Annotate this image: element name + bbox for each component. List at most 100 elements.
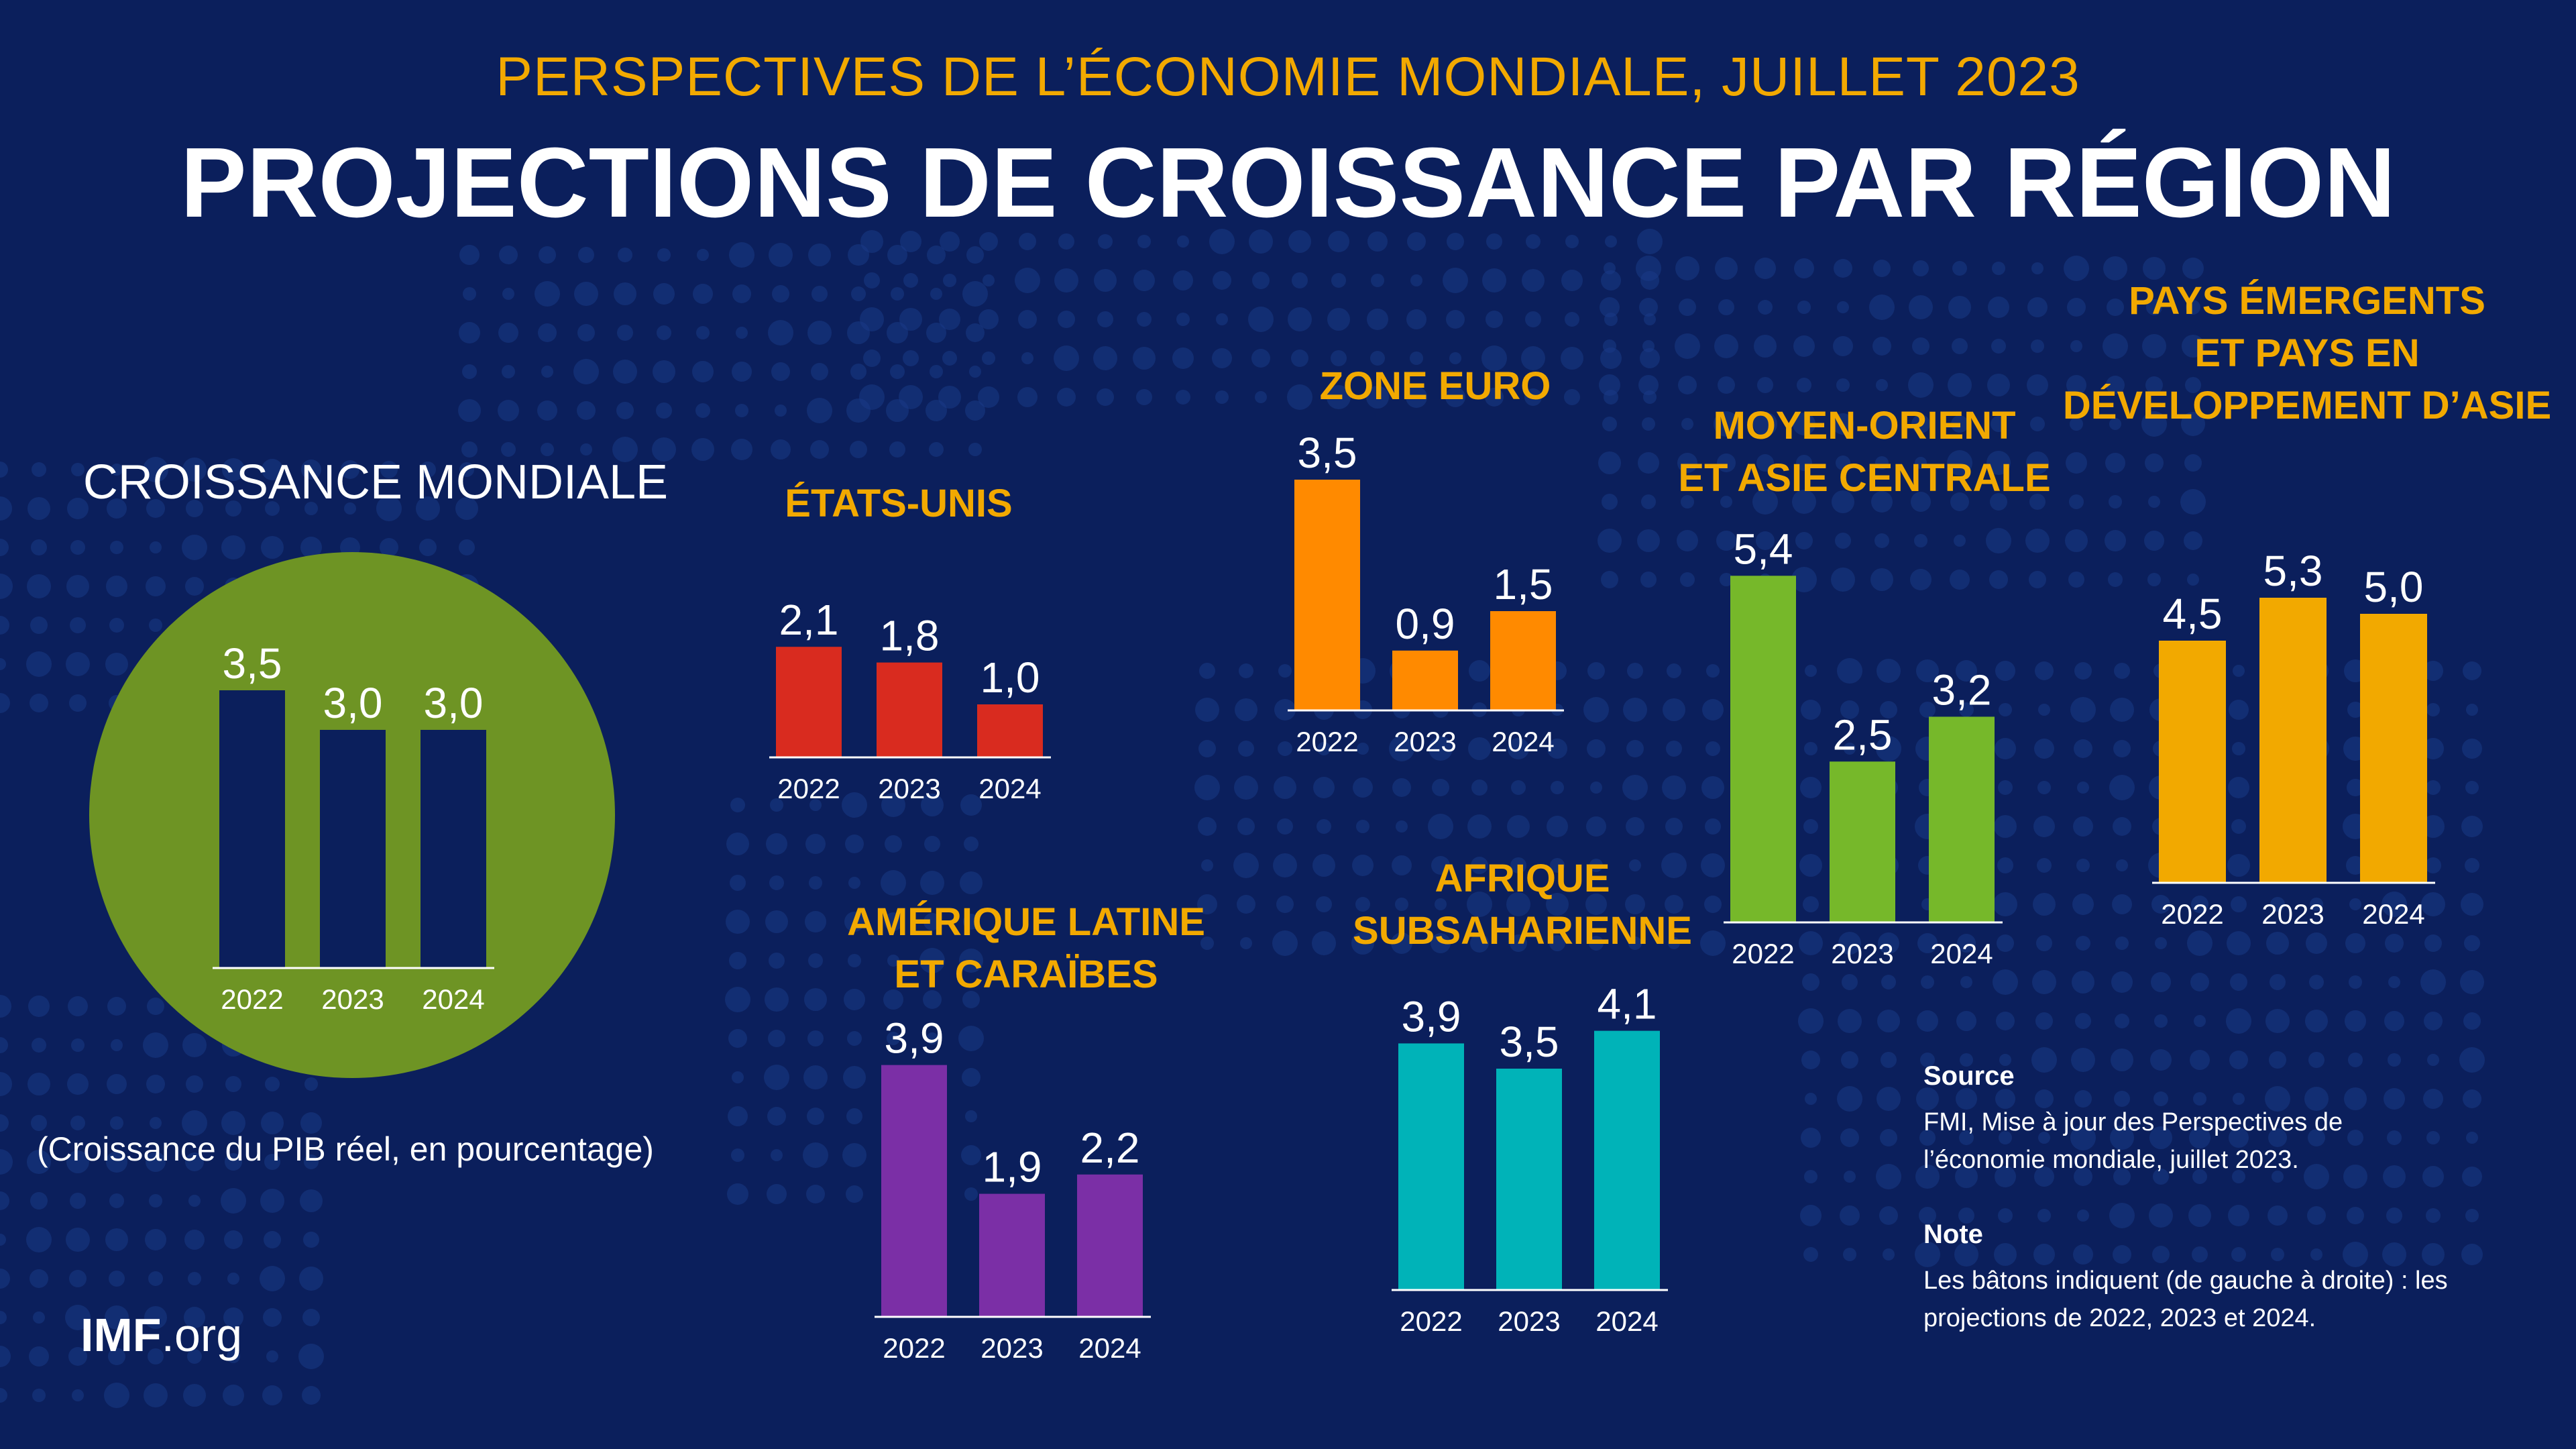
- bg-dot: [2192, 1246, 2208, 1263]
- bg-dot: [887, 1032, 900, 1045]
- bg-dot: [1278, 664, 1292, 678]
- bg-dot: [1238, 741, 1254, 757]
- bg-dot: [731, 1148, 744, 1162]
- bg-dot: [2070, 417, 2083, 431]
- bg-dot: [1589, 859, 1603, 872]
- bg-dot: [70, 540, 85, 555]
- bg-dot: [2069, 494, 2084, 509]
- bg-dot: [1718, 299, 1734, 315]
- bg-dot: [27, 574, 51, 598]
- bg-dot: [1836, 378, 1850, 392]
- bg-dot: [1793, 335, 1815, 357]
- bg-dot: [691, 438, 714, 461]
- bg-dot: [2182, 335, 2204, 358]
- bg-dot: [2461, 893, 2483, 916]
- bg-dot: [1799, 931, 1823, 955]
- bg-dot: [1276, 896, 1294, 913]
- bg-dot: [771, 362, 790, 381]
- bg-dot: [2184, 454, 2202, 472]
- bg-dot: [1993, 892, 2017, 916]
- bg-dot: [184, 1307, 205, 1328]
- bg-dot: [2384, 1088, 2405, 1110]
- bg-dot: [2112, 894, 2132, 914]
- bg-dot: [2426, 1208, 2441, 1223]
- bg-dot: [1995, 661, 2015, 681]
- bg-dot: [376, 496, 402, 521]
- bg-dot: [920, 871, 944, 895]
- bg-dot: [962, 281, 988, 307]
- bg-dot: [1911, 492, 1931, 512]
- bg-dot: [2145, 376, 2163, 394]
- bg-dot: [2232, 1170, 2245, 1183]
- latam-title-line1: AMÉRIQUE LATINE: [847, 900, 1205, 944]
- bg-dot: [455, 497, 478, 520]
- bg-dot: [1097, 311, 1113, 327]
- bg-dot: [2026, 451, 2049, 474]
- bg-dot: [696, 326, 710, 339]
- bg-dot: [66, 575, 89, 598]
- bg-dot: [2110, 698, 2134, 722]
- bar-2024: [421, 730, 486, 967]
- bg-dot: [1277, 818, 1293, 835]
- bg-dot: [1410, 352, 1423, 365]
- bg-dot: [2155, 937, 2167, 949]
- bg-dot: [1278, 741, 1292, 756]
- bg-dot: [502, 288, 514, 300]
- bg-dot: [2150, 1049, 2172, 1071]
- bg-dot: [71, 463, 85, 476]
- bg-dot: [850, 364, 866, 380]
- bg-dot: [1805, 665, 1817, 677]
- bg-dot: [765, 987, 789, 1012]
- bg-dot: [1663, 698, 1685, 721]
- bg-dot: [1583, 697, 1609, 722]
- bg-dot: [1524, 388, 1542, 406]
- tick-label-2023: 2023: [1498, 1305, 1560, 1337]
- bar-2022: [1730, 576, 1796, 922]
- bg-dot: [2382, 1242, 2406, 1267]
- bg-dot: [768, 1030, 785, 1047]
- bg-dot: [881, 793, 905, 817]
- bg-dot: [1960, 976, 1972, 988]
- bg-dot: [2070, 340, 2082, 352]
- bg-dot: [1836, 455, 1850, 470]
- bg-dot: [769, 953, 785, 969]
- bg-dot: [1840, 1205, 1860, 1226]
- bg-dot: [577, 401, 596, 420]
- bg-dot: [1990, 493, 2007, 511]
- bg-dot: [1410, 274, 1422, 286]
- bg-dot: [1234, 775, 1258, 800]
- bg-dot: [726, 833, 749, 855]
- bg-dot: [1950, 492, 1969, 511]
- bg-dot: [2027, 374, 2048, 396]
- bg-dot: [537, 400, 557, 421]
- bg-dot: [420, 462, 436, 478]
- bg-dot: [1371, 274, 1384, 287]
- bg-dot: [1800, 1205, 1822, 1226]
- bg-dot: [2265, 1009, 2290, 1033]
- bg-dot: [1959, 1130, 1974, 1145]
- bg-dot: [1998, 1208, 2013, 1223]
- bg-dot: [730, 875, 746, 891]
- bg-dot: [111, 1039, 123, 1051]
- bg-dot: [844, 989, 865, 1010]
- bg-dot: [0, 1114, 9, 1132]
- bg-dot: [1481, 345, 1507, 371]
- bg-dot: [2181, 412, 2205, 436]
- bg-dot: [184, 1230, 205, 1250]
- bg-dot: [1550, 858, 1565, 873]
- bg-dot: [221, 1188, 246, 1214]
- bg-dot: [1273, 853, 1297, 877]
- bg-dot: [1993, 969, 2018, 995]
- bg-dot: [225, 1076, 241, 1092]
- bg-dot: [769, 243, 793, 267]
- source-heading: Source: [1923, 1061, 2015, 1091]
- bg-dot: [883, 989, 903, 1010]
- bg-dot: [2387, 1130, 2402, 1145]
- bg-dot: [1133, 270, 1155, 291]
- bg-dot: [1915, 1165, 1940, 1189]
- bg-dot: [1915, 457, 1927, 469]
- bg-dot: [1950, 570, 1970, 590]
- bg-dot: [2231, 896, 2247, 912]
- bg-dot: [2306, 932, 2327, 954]
- bg-dot: [1803, 1247, 1818, 1262]
